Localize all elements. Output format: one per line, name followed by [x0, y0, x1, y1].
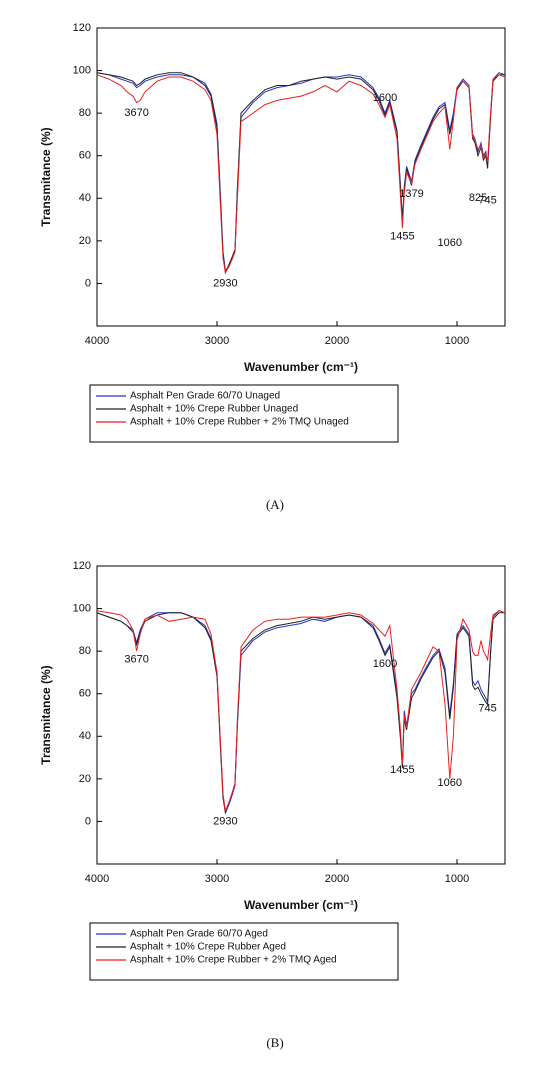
y-tick-label: 0 — [85, 815, 91, 827]
peak-label: 1600 — [373, 92, 397, 104]
y-tick-label: 20 — [79, 235, 91, 247]
y-tick-label: 100 — [73, 64, 91, 76]
plot-frame — [96, 27, 506, 327]
peak-label: 2930 — [213, 277, 237, 289]
legend-label: Asphalt Pen Grade 60/70 Unaged — [130, 391, 280, 402]
x-tick-label: 3000 — [205, 873, 229, 885]
peak-label: 3670 — [124, 107, 148, 119]
legend-label: Asphalt Pen Grade 60/70 Aged — [130, 929, 268, 940]
y-tick-label: 0 — [85, 277, 91, 289]
x-tick-label: 2000 — [325, 335, 349, 347]
peak-label: 745 — [478, 194, 496, 206]
peak-label: 1455 — [390, 764, 414, 776]
figure-caption: (B) — [266, 1035, 283, 1050]
y-axis-label: Transmitance (%) — [39, 665, 53, 764]
x-tick-label: 1000 — [445, 873, 469, 885]
x-tick-label: 4000 — [85, 873, 109, 885]
peak-label: 1455 — [390, 231, 414, 243]
peak-label: 2930 — [213, 815, 237, 827]
spectrum-line — [96, 612, 505, 814]
x-tick-label: 4000 — [85, 335, 109, 347]
spectrum-line — [96, 610, 506, 813]
peak-label: 1379 — [399, 188, 423, 200]
peak-label: 1060 — [438, 237, 462, 249]
legend-label: Asphalt + 10% Crepe Rubber Aged — [130, 942, 286, 953]
legend-box — [89, 384, 399, 443]
legend-label: Asphalt + 10% Crepe Rubber + 2% TMQ Aged — [130, 955, 337, 966]
x-axis-label: Wavenumber (cm⁻¹) — [244, 898, 358, 912]
peak-label: 1060 — [438, 777, 462, 789]
y-tick-label: 60 — [79, 150, 91, 162]
y-tick-label: 80 — [79, 645, 91, 657]
y-tick-label: 40 — [79, 730, 91, 742]
y-axis-label: Transmitance (%) — [39, 127, 53, 226]
x-tick-label: 2000 — [325, 873, 349, 885]
y-tick-label: 40 — [79, 192, 91, 204]
legend-box — [89, 922, 399, 981]
peak-label: 1600 — [373, 658, 397, 670]
x-tick-label: 1000 — [445, 335, 469, 347]
peak-label: 745 — [478, 703, 496, 715]
x-axis-label: Wavenumber (cm⁻¹) — [244, 360, 358, 374]
y-tick-label: 120 — [73, 22, 91, 34]
legend-label: Asphalt + 10% Crepe Rubber Unaged — [130, 404, 298, 415]
y-tick-label: 60 — [79, 688, 91, 700]
y-tick-label: 80 — [79, 107, 91, 119]
peak-label: 825 — [469, 192, 487, 204]
figure-caption: (A) — [266, 497, 284, 512]
y-tick-label: 20 — [79, 773, 91, 785]
x-tick-label: 3000 — [205, 335, 229, 347]
y-tick-label: 100 — [73, 602, 91, 614]
peak-label: 3670 — [124, 654, 148, 666]
y-tick-label: 120 — [73, 560, 91, 572]
legend-label: Asphalt + 10% Crepe Rubber + 2% TMQ Unag… — [130, 417, 349, 428]
spectrum-line — [96, 74, 506, 275]
plot-frame — [96, 565, 506, 865]
